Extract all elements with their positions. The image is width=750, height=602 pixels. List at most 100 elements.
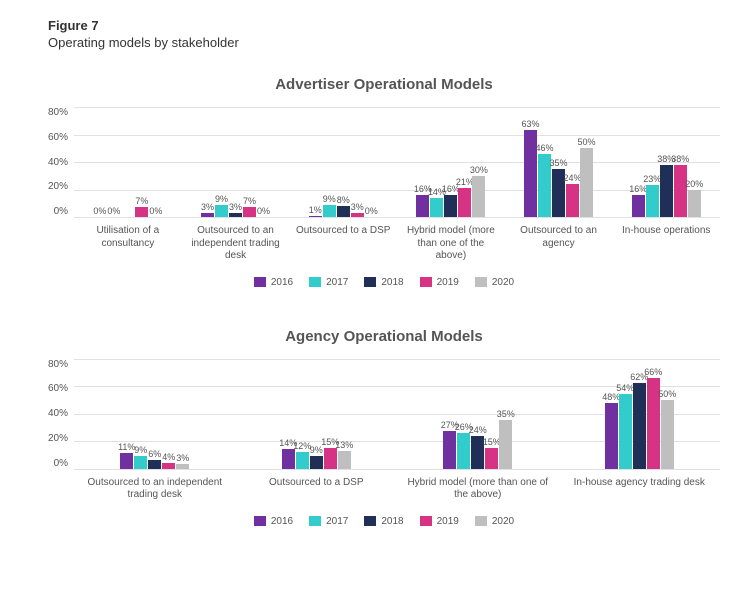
x-axis-label: Outsourced to an independent trading des… (182, 221, 290, 263)
bar (646, 185, 659, 217)
bar-wrap: 46% (538, 143, 551, 217)
y-tick-label: 80% (48, 107, 68, 118)
y-tick-label: 60% (48, 132, 68, 143)
bar-wrap: 13% (338, 440, 351, 469)
x-axis-label: Hybrid model (more than one of the above… (397, 221, 505, 263)
bar-value-label: 9% (134, 445, 147, 455)
chart-title: Agency Operational Models (48, 328, 720, 345)
bar (282, 449, 295, 468)
bar (148, 460, 161, 468)
chart-wrap: 80%60%40%20%0%11%9%6%4%3%14%12%9%15%13%2… (48, 359, 720, 502)
bar-wrap: 66% (647, 367, 660, 469)
bar-wrap: 30% (472, 165, 485, 217)
bar-value-label: 63% (522, 119, 540, 129)
bar-value-label: 50% (578, 137, 596, 147)
bar (176, 464, 189, 468)
plot-area: 0%0%7%0%3%9%3%7%0%1%9%8%3%0%16%14%16%21%… (74, 107, 720, 263)
bar-wrap: 11% (120, 442, 133, 468)
legend-swatch (420, 516, 432, 526)
bar-wrap: 50% (580, 137, 593, 217)
bar-groups: 0%0%7%0%3%9%3%7%0%1%9%8%3%0%16%14%16%21%… (74, 107, 720, 217)
charts-container: Advertiser Operational Models 80% 60% 40% 20… (48, 76, 720, 527)
bar-wrap: 3% (351, 202, 364, 217)
grid-line (74, 469, 720, 470)
bar-value-label: 38% (671, 154, 689, 164)
legend-item: 2017 (309, 516, 348, 527)
bar-value-label: 23% (643, 174, 661, 184)
bar-value-label: 24% (469, 425, 487, 435)
bar (619, 394, 632, 468)
bar-wrap: 20% (688, 179, 701, 218)
y-tick-label: 40% (48, 408, 68, 419)
bar-group: 14%12%9%15%13% (236, 359, 398, 469)
y-tick-label: 0% (54, 206, 68, 217)
bar-value-label: 0% (107, 206, 120, 216)
figure-caption: Operating models by stakeholder (48, 35, 720, 50)
y-tick-label: 60% (48, 383, 68, 394)
bar-wrap: 24% (566, 173, 579, 217)
legend-label: 2016 (271, 277, 293, 288)
bar (215, 205, 228, 217)
x-axis-labels: Utilisation of a consultancyOutsourced t… (74, 221, 720, 263)
bar-value-label: 3% (351, 202, 364, 212)
bar (120, 453, 133, 468)
bar (605, 403, 618, 469)
bar-wrap: 7% (135, 196, 148, 217)
bar (162, 463, 175, 469)
y-tick-label: 20% (48, 181, 68, 192)
bar (243, 207, 256, 217)
x-axis-label: Hybrid model (more than one of the above… (397, 473, 559, 502)
bar-wrap: 50% (661, 389, 674, 469)
y-tick-label: 20% (48, 433, 68, 444)
legend-swatch (254, 516, 266, 526)
bar-value-label: 20% (685, 179, 703, 189)
x-axis-label: Outsourced to an agency (505, 221, 613, 263)
bar-group: 3%9%3%7%0% (182, 107, 290, 217)
x-axis-label: In-house operations (612, 221, 720, 263)
bar-value-label: 21% (456, 177, 474, 187)
bar-wrap: 63% (524, 119, 537, 217)
legend-item: 2017 (309, 277, 348, 288)
legend-label: 2018 (381, 516, 403, 527)
bar (296, 452, 309, 469)
bar-wrap: 16% (444, 184, 457, 217)
legend-item: 2020 (475, 277, 514, 288)
legend-item: 2016 (254, 516, 293, 527)
bar (323, 205, 336, 217)
y-axis: 80%60%40%20%0% (48, 359, 74, 469)
y-tick-label: 40% (48, 157, 68, 168)
bar-wrap (121, 216, 134, 217)
chart-title: Advertiser Operational Models (48, 76, 720, 93)
plot-area: 11%9%6%4%3%14%12%9%15%13%27%26%24%15%35%… (74, 359, 720, 502)
bar-value-label: 3% (176, 453, 189, 463)
bar (580, 148, 593, 217)
bar (338, 451, 351, 469)
bar (324, 448, 337, 469)
bar (351, 213, 364, 217)
legend-item: 2019 (420, 516, 459, 527)
bar-wrap: 3% (229, 202, 242, 217)
bar-wrap: 9% (310, 445, 323, 468)
bar-wrap: 15% (485, 437, 498, 469)
legend-label: 2018 (381, 277, 403, 288)
bar-wrap: 0% (93, 206, 106, 217)
bar-wrap: 35% (499, 409, 512, 468)
legend-label: 2020 (492, 516, 514, 527)
bar-value-label: 0% (257, 206, 270, 216)
bar (135, 207, 148, 217)
legend-item: 2018 (364, 516, 403, 527)
bar-wrap: 23% (646, 174, 659, 217)
bar (416, 195, 429, 217)
bar-value-label: 0% (365, 206, 378, 216)
bar-wrap: 8% (337, 195, 350, 217)
bar-group: 11%9%6%4%3% (74, 359, 236, 469)
bar-group: 27%26%24%15%35% (397, 359, 559, 469)
bar-wrap: 6% (148, 449, 161, 468)
chart-block: Agency Operational Models80%60%40%20%0%1… (48, 328, 720, 527)
bar (632, 195, 645, 217)
legend-swatch (309, 516, 321, 526)
legend: 20162017201820192020 (48, 277, 720, 288)
bar-value-label: 15% (483, 437, 501, 447)
bar-wrap: 9% (134, 445, 147, 468)
bar-wrap: 0% (365, 206, 378, 217)
